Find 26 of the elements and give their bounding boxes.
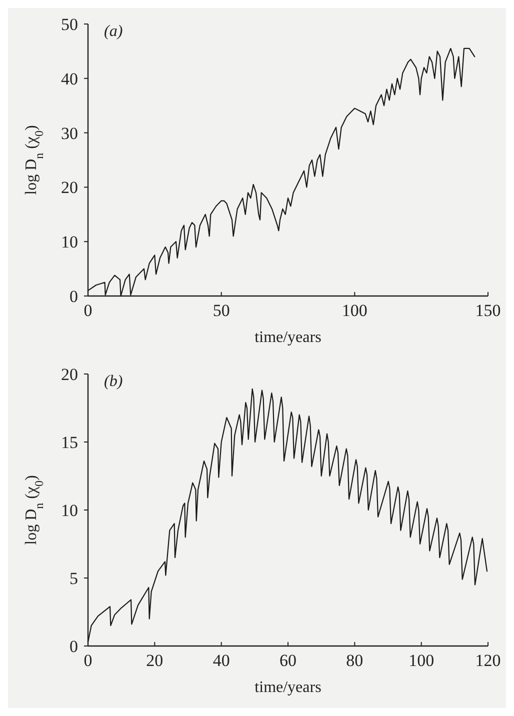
y-tick-label: 10: [61, 500, 78, 520]
x-tick-label: 40: [212, 651, 230, 670]
y-tick-label: 10: [61, 232, 78, 252]
y-tick-label: 40: [61, 69, 78, 88]
x-tick-label: 100: [342, 301, 368, 320]
x-tick-label: 80: [346, 651, 364, 670]
x-tick-label: 50: [212, 301, 230, 320]
x-axis-title: time/years: [254, 679, 322, 696]
y-tick-label: 15: [61, 432, 78, 452]
y-tick-label: 20: [61, 178, 78, 198]
x-tick-label: 120: [475, 651, 501, 670]
y-tick-label: 0: [70, 286, 78, 306]
x-tick-label: 60: [280, 651, 296, 670]
y-tick-label: 20: [61, 364, 78, 384]
annotation: (a): [104, 23, 123, 40]
y-tick-label: 50: [61, 14, 78, 34]
x-tick-label: 100: [408, 651, 434, 670]
annotation: (b): [104, 373, 123, 390]
x-tick-label: 0: [84, 301, 92, 320]
y-tick-label: 5: [70, 568, 78, 588]
x-tick-label: 0: [84, 651, 92, 670]
y-tick-label: 30: [61, 124, 78, 143]
x-axis-title: time/years: [254, 329, 322, 346]
x-tick-label: 150: [475, 301, 501, 320]
x-tick-label: 20: [146, 651, 164, 670]
y-tick-label: 0: [70, 636, 78, 656]
